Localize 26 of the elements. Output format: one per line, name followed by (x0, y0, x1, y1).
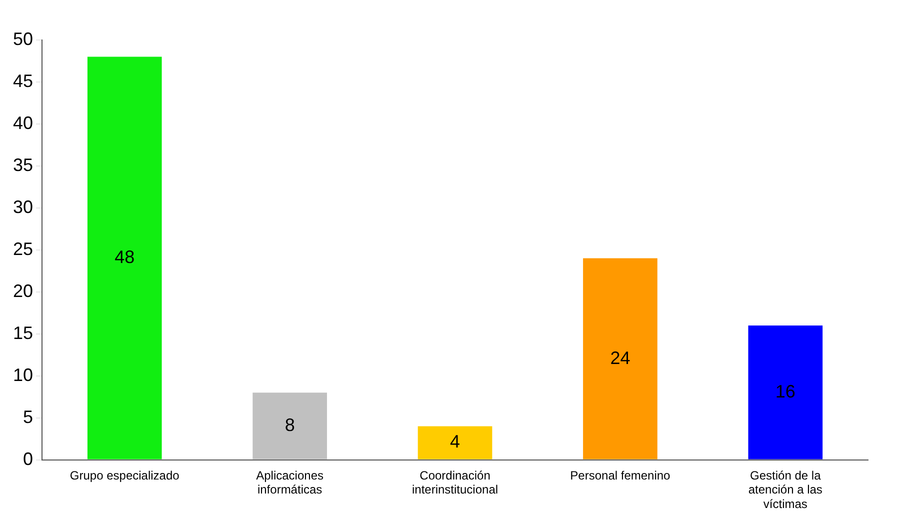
bar (252, 392, 327, 460)
y-tick-label: 10 (12, 364, 34, 385)
y-tick-label: 50 (12, 28, 34, 49)
x-tick-label: Personal femenino (570, 468, 671, 482)
data-label: 4 (450, 432, 460, 452)
y-tick-label: 30 (12, 196, 34, 217)
y-tick-label: 5 (23, 406, 34, 427)
x-tick-label: Gestión de la atención a las víctimas (748, 468, 822, 512)
x-tick-label: Grupo especializado (70, 468, 180, 482)
x-tick-label: Aplicaciones informáticas (256, 468, 324, 497)
bar (87, 56, 162, 460)
y-tick-label: 20 (12, 280, 34, 301)
y-tick-label: 35 (12, 154, 34, 175)
y-tick-label: 0 (23, 448, 34, 469)
data-label: 24 (610, 348, 630, 368)
bar (583, 258, 658, 460)
y-tick-label: 15 (12, 322, 34, 343)
data-label: 16 (775, 381, 796, 402)
y-tick-label: 40 (12, 112, 34, 133)
y-tick-label: 25 (12, 238, 34, 259)
data-label: 8 (284, 414, 295, 435)
data-label: 48 (114, 247, 135, 268)
y-tick-label: 45 (12, 70, 34, 91)
x-tick-label: Coordinación interinstitucional (412, 468, 498, 497)
bar (748, 325, 823, 460)
bar (418, 426, 492, 460)
